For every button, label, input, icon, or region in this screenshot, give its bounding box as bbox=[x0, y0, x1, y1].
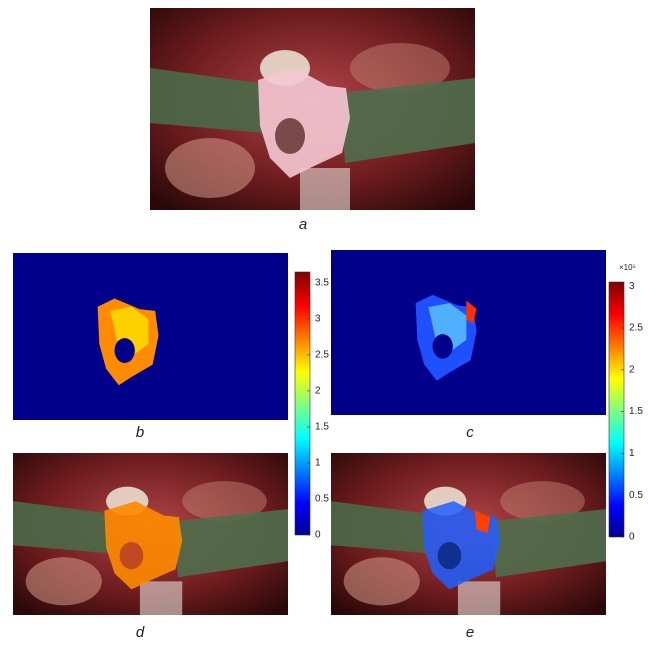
tick-label: 0.5 bbox=[315, 494, 329, 505]
photo bbox=[150, 8, 475, 210]
tick-label: 2.5 bbox=[629, 323, 643, 334]
overlay-photo bbox=[13, 453, 288, 615]
colorbar bbox=[295, 272, 310, 535]
tick-label: 1.5 bbox=[315, 422, 329, 433]
tick-label: 1 bbox=[315, 458, 321, 469]
panel-label: b bbox=[136, 424, 144, 441]
tick-label: 0.5 bbox=[629, 490, 643, 501]
colorbar bbox=[609, 282, 624, 537]
tick-label: 1 bbox=[629, 448, 635, 459]
tick-label: 0 bbox=[315, 530, 321, 541]
exponent-label: ×10⁵ bbox=[619, 263, 636, 272]
tick-label: 2 bbox=[315, 386, 321, 397]
tick-label: 3 bbox=[315, 313, 321, 324]
panel-label: e bbox=[466, 624, 474, 641]
tick-label: 3 bbox=[629, 281, 635, 292]
panel-label: a bbox=[299, 216, 307, 233]
tick-label: 3.5 bbox=[315, 277, 329, 288]
panel-label: d bbox=[136, 624, 145, 641]
figure: a b c d e 0 0.5 1 1.5 2 2.5 3 3.5 0 0.5 1 1.5 2 2.5 3 ×… bbox=[0, 0, 656, 643]
tick-label: 2 bbox=[629, 364, 635, 375]
tick-label: 1.5 bbox=[629, 406, 643, 417]
tick-label: 2.5 bbox=[315, 350, 329, 361]
overlay-photo bbox=[331, 453, 606, 615]
panel-label: c bbox=[466, 424, 474, 441]
tick-label: 0 bbox=[629, 532, 635, 543]
